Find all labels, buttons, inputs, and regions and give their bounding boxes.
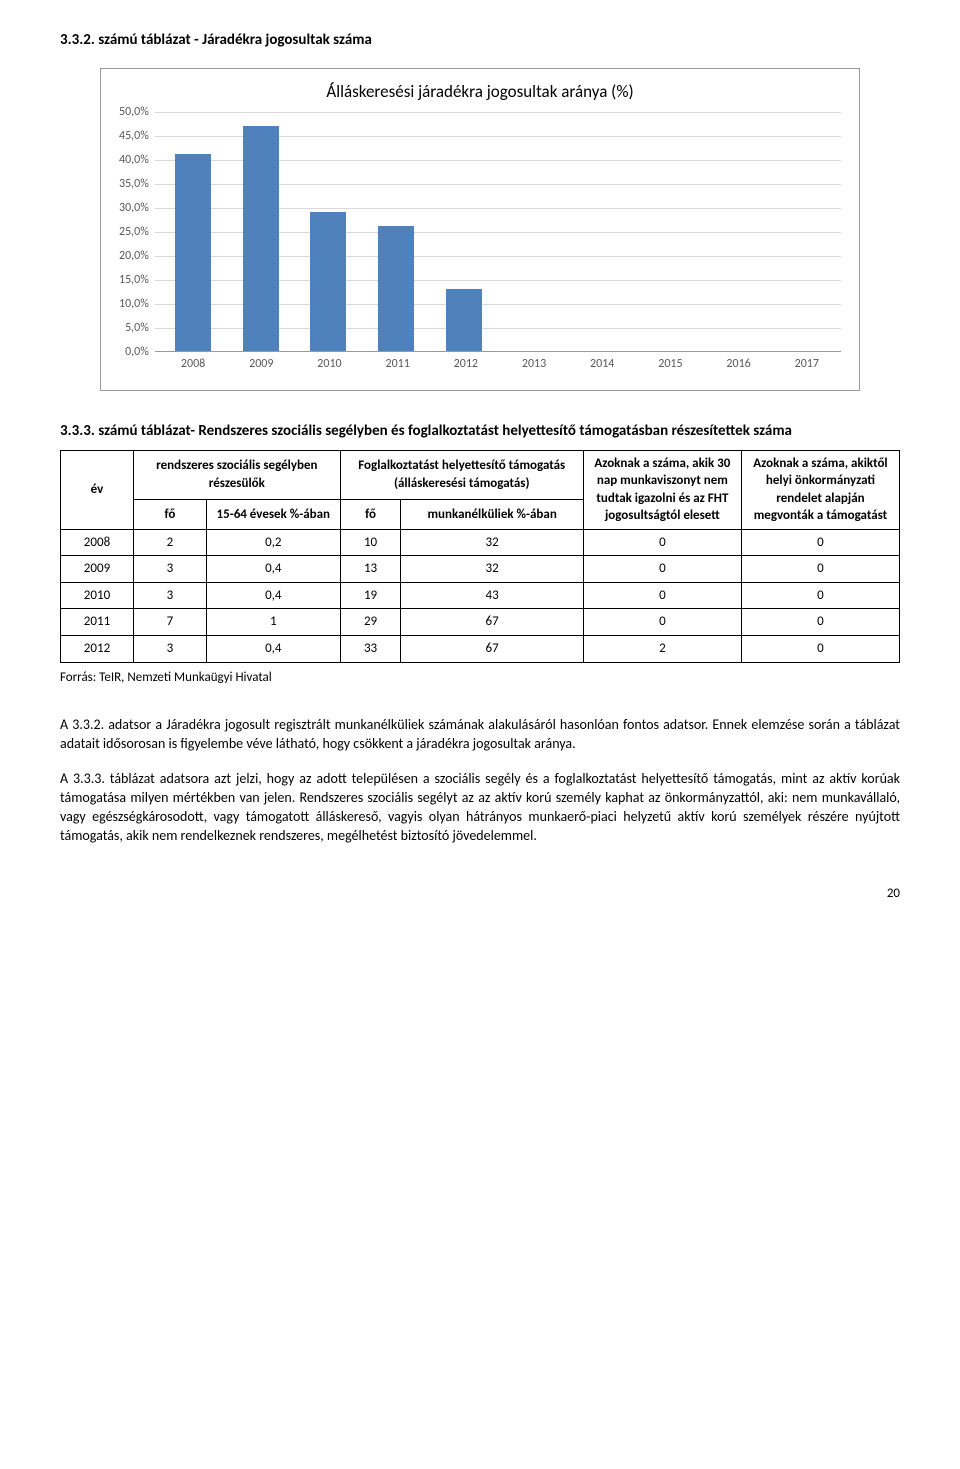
- table-cell: 0: [741, 636, 899, 663]
- table-row: 201230,4336720: [61, 636, 900, 663]
- table-cell: 43: [401, 582, 583, 609]
- table-row: 200930,4133200: [61, 556, 900, 583]
- table-cell: 0,2: [206, 529, 340, 556]
- table-cell: 0,4: [206, 556, 340, 583]
- table-cell: 33: [340, 636, 401, 663]
- chart-x-tick: 2011: [385, 356, 409, 372]
- table-cell: 32: [401, 529, 583, 556]
- table-cell: 2008: [61, 529, 134, 556]
- chart-x-tick: 2013: [522, 356, 546, 372]
- chart-x-tick: 2010: [317, 356, 341, 372]
- table-cell: 2: [133, 529, 206, 556]
- data-table-333: év rendszeres szociális segélyben részes…: [60, 450, 900, 663]
- table-cell: 2: [583, 636, 741, 663]
- chart-plot-area: [155, 112, 841, 352]
- chart-x-tick: 2012: [454, 356, 478, 372]
- table-cell: 29: [340, 609, 401, 636]
- table-cell: 2012: [61, 636, 134, 663]
- table-cell: 0: [741, 556, 899, 583]
- table-cell: 0: [583, 609, 741, 636]
- table-head: év rendszeres szociális segélyben részes…: [61, 450, 900, 529]
- table-body: 200820,2103200200930,4133200201030,41943…: [61, 529, 900, 662]
- chart-plot-wrap: 50,0%45,0%40,0%35,0%30,0%25,0%20,0%15,0%…: [119, 112, 841, 352]
- paragraph-1: A 3.3.2. adatsor a Járadékra jogosult re…: [60, 716, 900, 754]
- chart-x-labels: 2008 2009 2010 2011 2012 2013 2014 2015 2016 2017: [159, 356, 841, 372]
- table-cell: 3: [133, 636, 206, 663]
- section-heading-332: 3.3.2. számú táblázat - Járadékra jogosu…: [60, 30, 900, 50]
- table-cell: 0,4: [206, 636, 340, 663]
- chart-bar: [446, 289, 482, 351]
- chart-bar: [243, 126, 279, 352]
- chart-y-axis: 50,0%45,0%40,0%35,0%30,0%25,0%20,0%15,0%…: [119, 112, 155, 352]
- table-cell: 2009: [61, 556, 134, 583]
- th-col-b1: fő: [340, 500, 401, 530]
- table-cell: 32: [401, 556, 583, 583]
- table-cell: 10: [340, 529, 401, 556]
- th-col-d: Azoknak a száma, akiktől helyi önkormány…: [741, 450, 899, 529]
- chart-x-axis: 2008 2009 2010 2011 2012 2013 2014 2015 2016 2017: [119, 356, 841, 372]
- table-cell: 67: [401, 636, 583, 663]
- chart-container: Álláskeresési járadékra jogosultak arány…: [100, 68, 860, 391]
- table-cell: 67: [401, 609, 583, 636]
- th-col-b2: munkanélküliek %-ában: [401, 500, 583, 530]
- th-col-a1: fő: [133, 500, 206, 530]
- page-number: 20: [60, 885, 900, 903]
- chart-x-tick: 2014: [590, 356, 614, 372]
- table-cell: 0: [741, 582, 899, 609]
- chart-x-tick: 2008: [181, 356, 205, 372]
- table-cell: 3: [133, 582, 206, 609]
- table-cell: 7: [133, 609, 206, 636]
- table-header-row-1: év rendszeres szociális segélyben részes…: [61, 450, 900, 499]
- table-row: 201171296700: [61, 609, 900, 636]
- table-cell: 0: [583, 529, 741, 556]
- chart-bar: [175, 154, 211, 351]
- chart-x-tick: 2017: [795, 356, 819, 372]
- th-col-c: Azoknak a száma, akik 30 nap munkaviszon…: [583, 450, 741, 529]
- chart-x-tick: 2016: [726, 356, 750, 372]
- table-cell: 0: [741, 529, 899, 556]
- table-caption-333: 3.3.3. számú táblázat- Rendszeres szociá…: [60, 421, 900, 441]
- table-row: 201030,4194300: [61, 582, 900, 609]
- table-cell: 0: [583, 556, 741, 583]
- th-year: év: [61, 450, 134, 529]
- table-cell: 0: [583, 582, 741, 609]
- table-cell: 13: [340, 556, 401, 583]
- th-col-a2: 15-64 évesek %-ában: [206, 500, 340, 530]
- table-row: 200820,2103200: [61, 529, 900, 556]
- table-source: Forrás: TeIR, Nemzeti Munkaügyi Hivatal: [60, 669, 900, 687]
- chart-bar: [310, 212, 346, 351]
- chart-x-tick: 2015: [658, 356, 682, 372]
- table-cell: 2010: [61, 582, 134, 609]
- chart-bar: [378, 226, 414, 351]
- chart-x-tick: 2009: [249, 356, 273, 372]
- table-cell: 0,4: [206, 582, 340, 609]
- table-cell: 3: [133, 556, 206, 583]
- table-cell: 2011: [61, 609, 134, 636]
- chart-gridline: [155, 112, 841, 113]
- table-cell: 19: [340, 582, 401, 609]
- paragraph-2: A 3.3.3. táblázat adatsora azt jelzi, ho…: [60, 770, 900, 846]
- chart-title: Álláskeresési járadékra jogosultak arány…: [119, 81, 841, 104]
- th-group-a: rendszeres szociális segélyben részesülő…: [133, 450, 340, 499]
- table-cell: 0: [741, 609, 899, 636]
- table-cell: 1: [206, 609, 340, 636]
- th-group-b: Foglalkoztatást helyettesítő támogatás (…: [340, 450, 583, 499]
